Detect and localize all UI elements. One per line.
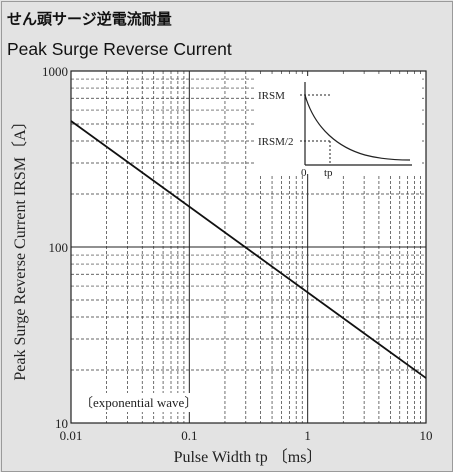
y-axis-label: Peak Surge Reverse Current IRSM〔A〕 bbox=[11, 113, 29, 380]
y-tick-label: 100 bbox=[49, 240, 69, 255]
tick-labels: 0.01 0.1 1 10 10 100 1000 bbox=[42, 64, 433, 443]
inset-background bbox=[255, 76, 422, 174]
chart-title-japanese: せん頭サージ逆電流耐量 bbox=[7, 10, 172, 28]
x-tick-label: 0.1 bbox=[181, 428, 197, 443]
inset-label-tp: tp bbox=[324, 167, 333, 179]
x-tick-label: 1 bbox=[304, 428, 311, 443]
y-tick-label: 1000 bbox=[42, 64, 68, 79]
series-line-0 bbox=[70, 120, 427, 379]
chart-title-english: Peak Surge Reverse Current bbox=[7, 39, 232, 59]
annotation-exponential-wave: 〔exponential wave〕 bbox=[80, 395, 197, 410]
y-tick-label: 10 bbox=[55, 416, 68, 431]
inset-label-half: IRSM/2 bbox=[258, 136, 293, 148]
waveform-inset: IRSM IRSM/2 0 tp bbox=[255, 76, 422, 179]
inset-decay-curve bbox=[304, 94, 411, 161]
series-group bbox=[70, 120, 427, 379]
x-tick-label: 0.01 bbox=[60, 428, 83, 443]
annotation-bg bbox=[76, 393, 194, 412]
inset-label-peak: IRSM bbox=[258, 90, 285, 102]
plot-border bbox=[70, 70, 427, 424]
x-axis-label: Pulse Width tp 〔ms〕 bbox=[174, 448, 323, 466]
inset-label-origin: 0 bbox=[301, 167, 307, 179]
x-tick-label: 10 bbox=[420, 428, 433, 443]
